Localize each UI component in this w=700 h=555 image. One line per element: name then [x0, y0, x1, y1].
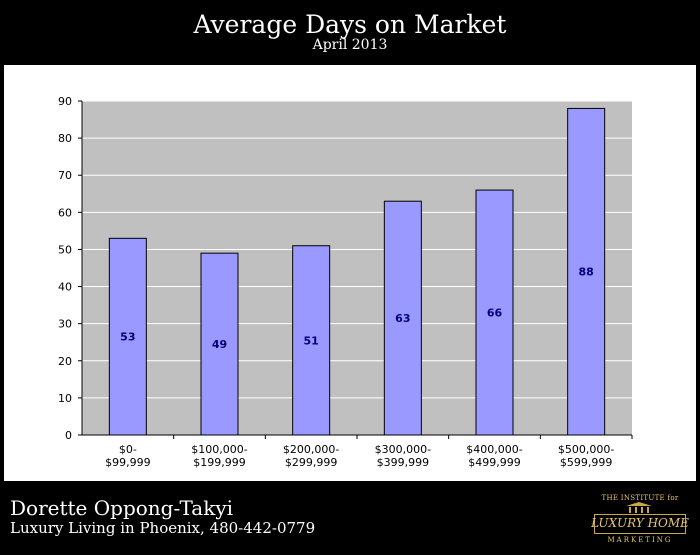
x-tick-label: $399,999	[377, 456, 430, 469]
logo-frame	[594, 514, 686, 534]
x-tick-label: $100,000-	[191, 443, 247, 456]
data-label: 63	[395, 312, 410, 325]
bar	[108, 237, 147, 436]
data-label: 51	[304, 334, 319, 347]
data-label: 49	[212, 338, 227, 351]
x-tick-label: $599,999	[560, 456, 613, 469]
plot-area	[82, 101, 632, 435]
x-tick-label: $99,999	[105, 456, 151, 469]
y-tick-label: 0	[65, 429, 72, 442]
chart-title: Average Days on Market	[193, 10, 507, 39]
y-tick-label: 80	[58, 132, 72, 145]
data-label: 53	[120, 331, 135, 344]
y-tick-label: 20	[58, 355, 72, 368]
logo-line2: LUXURY HOME	[591, 516, 689, 530]
columns-icon	[626, 502, 652, 513]
chart-subtitle: April 2013	[312, 37, 388, 53]
logo-line3: MARKETING	[607, 536, 673, 544]
x-tick-label: $300,000-	[375, 443, 431, 456]
agent-name: Dorette Oppong-Takyi	[10, 496, 234, 520]
y-tick-label: 30	[58, 318, 72, 331]
x-tick-label: $499,999	[468, 456, 521, 469]
x-tick-label: $0-	[119, 443, 137, 456]
data-label: 66	[487, 307, 503, 320]
bar-chart: 0 10 20 30 40 50 60 70 80 90 53 $0-$99,999 49 $100,00…	[58, 95, 633, 469]
chart-panel: 0 10 20 30 40 50 60 70 80 90 53 $0- $99,999 49 $100,00…	[4, 65, 696, 481]
y-tick-label: 60	[58, 206, 72, 219]
y-tick-label: 90	[58, 95, 72, 108]
x-tick-label: $299,999	[285, 456, 338, 469]
x-tick-label: $500,000-	[558, 443, 614, 456]
x-tick-label: $199,999	[193, 456, 246, 469]
agent-tagline: Luxury Living in Phoenix, 480-442-0779	[10, 519, 316, 537]
bar	[200, 252, 239, 436]
y-tick-label: 10	[58, 392, 72, 405]
bar	[292, 245, 331, 436]
y-tick-label: 70	[58, 169, 72, 182]
data-label: 88	[579, 266, 594, 279]
bar	[383, 200, 422, 436]
y-tick-label: 50	[58, 243, 72, 256]
y-tick-label: 40	[58, 281, 72, 294]
bar	[567, 107, 606, 436]
logo-line1: THE INSTITUTE for	[601, 494, 679, 502]
bar	[475, 189, 514, 436]
x-tick-label: $200,000-	[283, 443, 339, 456]
institute-logo: THE INSTITUTE for LUXURY HOME MARKETING	[590, 490, 690, 548]
x-tick-label: $400,000-	[466, 443, 522, 456]
